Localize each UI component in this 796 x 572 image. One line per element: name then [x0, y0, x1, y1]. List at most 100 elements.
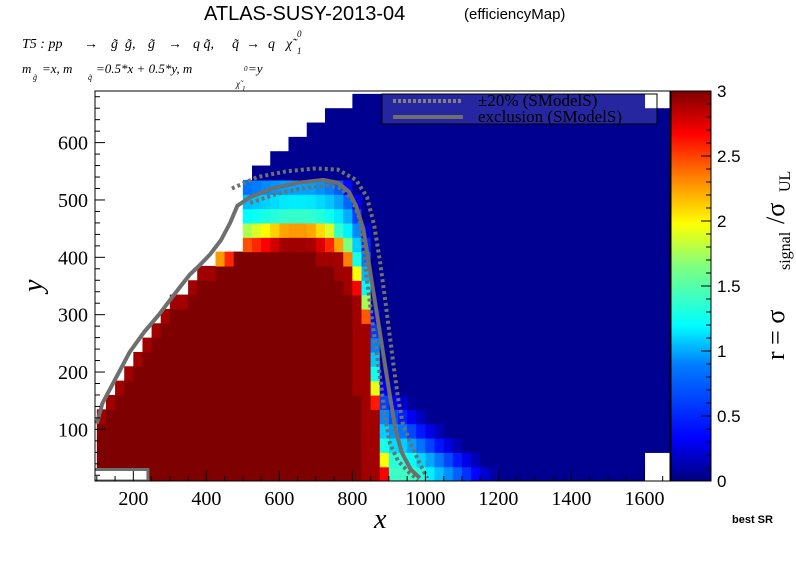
heatmap-cell: [334, 437, 344, 453]
heatmap-cell: [142, 380, 153, 396]
heatmap-cell: [215, 280, 226, 296]
heatmap-cell: [398, 437, 408, 453]
empty-corner: [95, 469, 148, 481]
heatmap-cell: [507, 251, 518, 267]
heatmap-cell: [617, 308, 627, 324]
heatmap-cell: [425, 208, 436, 224]
heatmap-cell: [553, 452, 563, 468]
heatmap-cell: [105, 452, 116, 468]
heatmap-cell: [553, 280, 563, 296]
heatmap-cell: [644, 136, 655, 152]
heatmap-cell: [334, 208, 344, 224]
heatmap-cell: [580, 409, 591, 425]
heatmap-cell: [407, 366, 417, 382]
heatmap-cell: [297, 294, 308, 310]
heatmap-cell: [644, 179, 655, 195]
heatmap-cell: [142, 337, 153, 353]
heatmap-cell: [325, 337, 335, 353]
heatmap-cell: [443, 308, 454, 324]
heatmap-cell: [306, 237, 317, 253]
heatmap-cell: [598, 93, 609, 109]
heatmap-cell: [471, 351, 481, 367]
heatmap-cell: [544, 251, 554, 267]
heatmap-cell: [589, 351, 600, 367]
heatmap-cell: [178, 394, 189, 410]
heatmap-cell: [553, 265, 563, 281]
heatmap-cell: [626, 351, 636, 367]
heatmap-cell: [279, 208, 290, 224]
heatmap-cell: [398, 308, 408, 324]
heatmap-cell: [480, 452, 490, 468]
heatmap-cell: [325, 194, 335, 210]
heatmap-cell: [379, 308, 390, 324]
heatmap-cell: [589, 437, 600, 453]
heatmap-cell: [589, 409, 600, 425]
heatmap-cell: [398, 423, 408, 439]
heatmap-cell: [617, 251, 627, 267]
heatmap-cell: [361, 194, 372, 210]
heatmap-cell: [580, 294, 591, 310]
heatmap-cell: [498, 179, 509, 195]
heatmap-cell: [489, 136, 500, 152]
heatmap-cell: [662, 323, 670, 339]
heatmap-cell: [471, 466, 481, 481]
heatmap-cell: [197, 323, 207, 339]
heatmap-cell: [480, 208, 490, 224]
heatmap-cell: [270, 294, 280, 310]
heatmap-cell: [507, 280, 518, 296]
heatmap-cell: [443, 409, 454, 425]
heatmap-cell: [388, 122, 399, 138]
heatmap-cell: [425, 351, 436, 367]
heatmap-cell: [644, 165, 655, 181]
heatmap-cell: [206, 394, 217, 410]
heatmap-cell: [251, 351, 262, 367]
heatmap-cell: [315, 265, 326, 281]
heatmap-cell: [416, 222, 426, 238]
heatmap-cell: [534, 108, 545, 124]
heatmap-cell: [443, 136, 454, 152]
heatmap-cell: [553, 323, 563, 339]
heatmap-cell: [507, 452, 518, 468]
heatmap-cell: [662, 280, 670, 296]
heatmap-cell: [635, 237, 646, 253]
process-gluino-1: g̃: [111, 37, 118, 52]
heatmap-cell: [480, 337, 490, 353]
heatmap-cell: [507, 466, 518, 481]
heatmap-cell: [288, 437, 299, 453]
heatmap-cell: [607, 165, 618, 181]
heatmap-cell: [343, 194, 353, 210]
heatmap-cell: [325, 294, 335, 310]
heatmap-cell: [662, 136, 670, 152]
heatmap-cell: [544, 351, 554, 367]
heatmap-cell: [343, 265, 353, 281]
heatmap-cell: [617, 179, 627, 195]
heatmap-cell: [635, 380, 646, 396]
heatmap-cell: [653, 208, 664, 224]
heatmap-cell: [379, 337, 390, 353]
heatmap-cell: [379, 93, 390, 109]
heatmap-cell: [461, 165, 472, 181]
heatmap-cell: [562, 308, 573, 324]
heatmap-cell: [325, 108, 335, 124]
heatmap-cell: [115, 409, 125, 425]
heatmap-cell: [507, 165, 518, 181]
heatmap-cell: [443, 165, 454, 181]
heatmap-cell: [516, 452, 527, 468]
heatmap-cell: [124, 423, 134, 439]
heatmap-cell: [379, 208, 390, 224]
heatmap-cell: [160, 337, 171, 353]
heatmap-cell: [188, 308, 198, 324]
heatmap-cell: [662, 265, 670, 281]
heatmap-cell: [544, 437, 554, 453]
heatmap-cell: [425, 265, 436, 281]
heatmap-cell: [534, 337, 545, 353]
process-prefix: T5 : pp: [22, 37, 62, 52]
heatmap-cell: [525, 108, 536, 124]
heatmap-cell: [544, 394, 554, 410]
heatmap-cell: [580, 208, 591, 224]
heatmap-cell: [352, 294, 363, 310]
heatmap-cell: [617, 194, 627, 210]
heatmap-cell: [379, 466, 390, 481]
heatmap-cell: [425, 308, 436, 324]
heatmap-cell: [325, 409, 335, 425]
